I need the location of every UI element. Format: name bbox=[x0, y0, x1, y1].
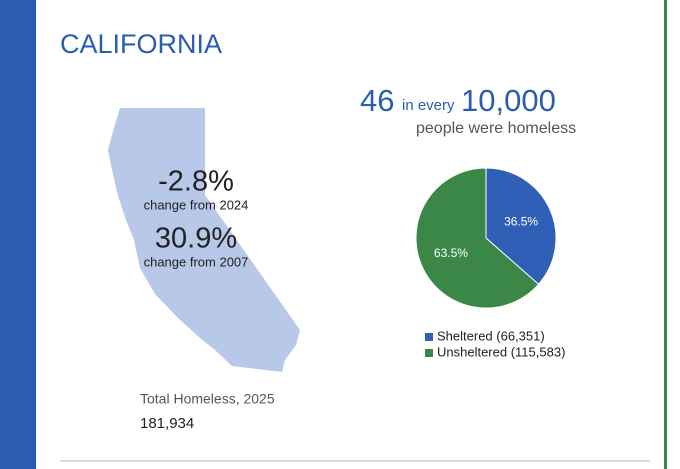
state-map bbox=[108, 108, 300, 372]
slice-label: 63.5% bbox=[434, 246, 468, 260]
total-value: 181,934 bbox=[140, 415, 194, 432]
change-label: change from 2007 bbox=[144, 254, 249, 269]
change-value: -2.8% bbox=[158, 166, 234, 198]
slice-label: 36.5% bbox=[504, 214, 538, 228]
rate-caption: people were homeless bbox=[416, 120, 576, 137]
change-value: 30.9% bbox=[155, 223, 237, 255]
side-bar bbox=[0, 0, 36, 469]
legend-label: Sheltered (66,351) bbox=[437, 328, 545, 343]
legend-swatch bbox=[425, 349, 433, 357]
title: CALIFORNIA bbox=[60, 29, 222, 59]
legend-swatch bbox=[425, 333, 433, 341]
change-label: change from 2024 bbox=[144, 197, 249, 212]
legend-label: Unsheltered (115,583) bbox=[437, 344, 565, 359]
rate-number: 46 bbox=[360, 83, 394, 118]
right-rule bbox=[664, 0, 667, 469]
pie-slice bbox=[415, 167, 540, 309]
rate-middle: in every bbox=[402, 97, 455, 114]
rate-base: 10,000 bbox=[461, 83, 556, 118]
total-label: Total Homeless, 2025 bbox=[140, 391, 275, 407]
pie-slice bbox=[485, 167, 557, 285]
